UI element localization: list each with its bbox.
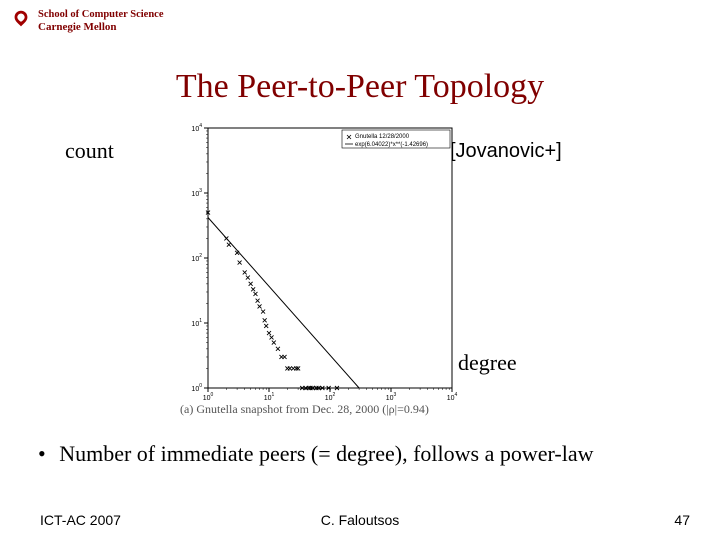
- y-axis-label: count: [65, 138, 114, 164]
- svg-text:103: 103: [386, 392, 397, 402]
- citation: [Jovanovic+]: [450, 140, 562, 163]
- svg-text:101: 101: [264, 392, 275, 402]
- svg-text:exp(6.04022)*x**(-1.42696): exp(6.04022)*x**(-1.42696): [355, 142, 428, 148]
- scatter-chart: 100 101 102 103 104 100 101 102 103 104 Gnutella 1…: [180, 120, 460, 410]
- svg-text:102: 102: [191, 253, 202, 263]
- svg-text:100: 100: [203, 392, 214, 402]
- bullet-text: Number of immediate peers (= degree), fo…: [59, 440, 659, 468]
- svg-text:101: 101: [191, 318, 202, 328]
- svg-text:Gnutella 12/28/2000: Gnutella 12/28/2000: [355, 134, 410, 140]
- header-line1: School of Computer Science: [38, 9, 164, 22]
- cmu-logo-icon: [10, 8, 32, 35]
- chart-caption: (a) Gnutella snapshot from Dec. 28, 2000…: [180, 402, 429, 417]
- svg-text:103: 103: [191, 188, 202, 198]
- svg-text:104: 104: [447, 392, 458, 402]
- header-line2: Carnegie Mellon: [38, 21, 164, 34]
- bullet-1: • Number of immediate peers (= degree), …: [38, 440, 678, 468]
- slide-title: The Peer-to-Peer Topology: [0, 68, 720, 106]
- footer-center: C. Faloutsos: [0, 512, 720, 528]
- bullet-marker: •: [38, 440, 46, 468]
- footer-right: 47: [674, 512, 690, 528]
- x-axis-label: degree: [458, 350, 517, 376]
- svg-text:104: 104: [191, 123, 202, 133]
- header-text: School of Computer Science Carnegie Mell…: [38, 9, 164, 35]
- svg-text:102: 102: [325, 392, 336, 402]
- svg-text:100: 100: [191, 383, 202, 393]
- slide-header: School of Computer Science Carnegie Mell…: [10, 8, 164, 35]
